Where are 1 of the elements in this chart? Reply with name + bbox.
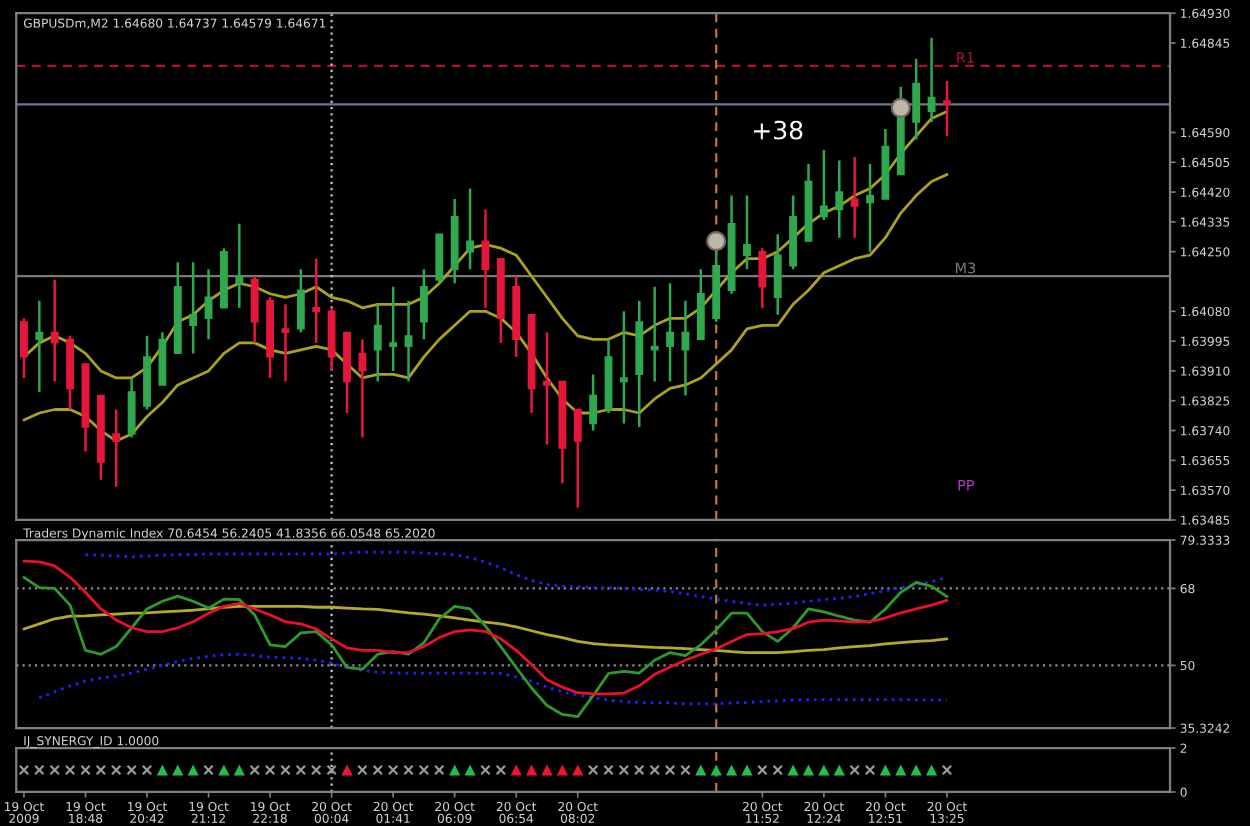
annotation: +38 — [753, 120, 803, 140]
